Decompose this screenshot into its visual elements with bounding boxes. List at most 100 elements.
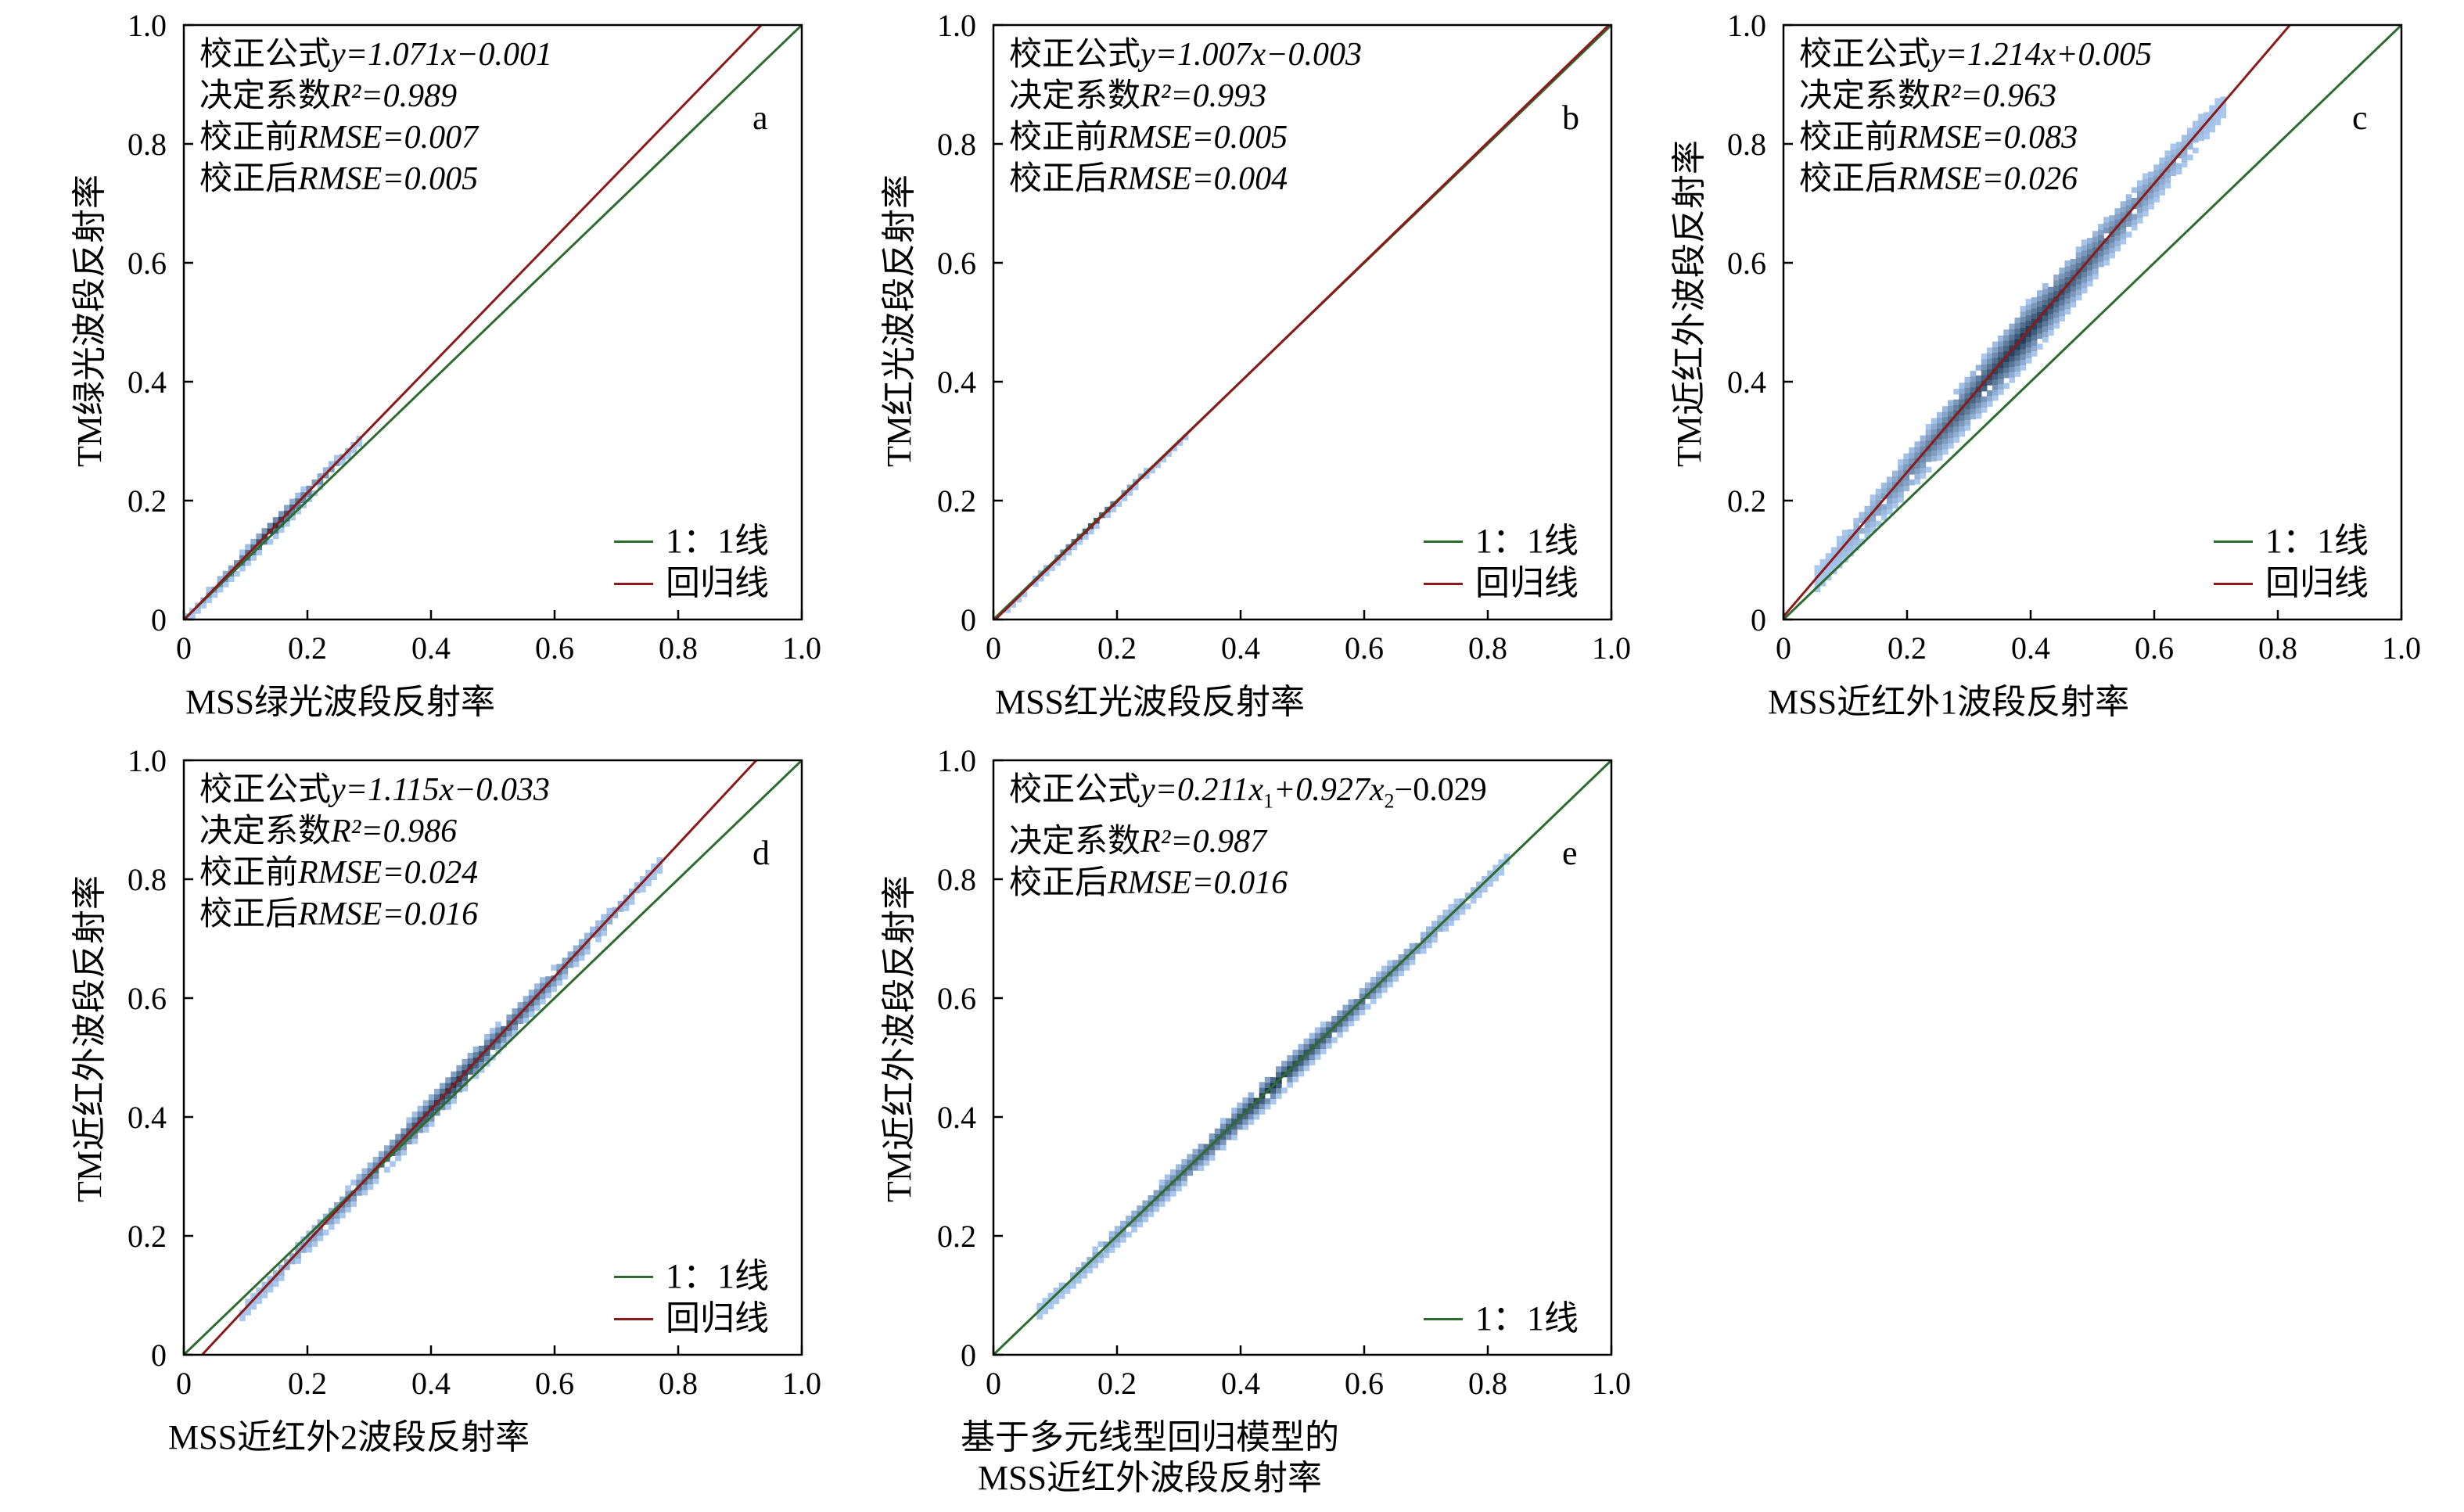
x-tick-label-d-4: 0.8 <box>659 1366 698 1401</box>
density-cell-c-82 <box>1892 487 1898 493</box>
density-cell-c-223 <box>1986 400 1993 408</box>
density-cell-d-260 <box>573 961 580 968</box>
density-cell-c-298 <box>2020 306 2027 312</box>
density-cell-c-531 <box>2170 143 2177 149</box>
density-cell-e-12 <box>1058 1293 1065 1299</box>
density-cell-c-438 <box>2103 254 2110 260</box>
density-cell-c-325 <box>2036 322 2043 329</box>
panel-letter-c: c <box>2352 99 2368 137</box>
density-cell-b-9 <box>1043 570 1050 576</box>
density-cell-c-187 <box>1964 414 1971 420</box>
density-cell-e-184 <box>1281 1087 1288 1094</box>
density-cell-e-199 <box>1292 1049 1299 1056</box>
density-cell-c-236 <box>1992 379 1999 385</box>
density-cell-e-157 <box>1248 1092 1255 1098</box>
density-cell-c-113 <box>1914 447 1921 453</box>
density-cell-e-244 <box>1342 1025 1349 1033</box>
density-cell-d-25 <box>289 1259 296 1265</box>
density-cell-d-7 <box>250 1293 257 1299</box>
density-cell-c-255 <box>2003 382 2010 390</box>
density-cell-c-480 <box>2131 198 2138 204</box>
density-cell-e-152 <box>1248 1119 1255 1125</box>
density-cell-d-142 <box>434 1088 440 1095</box>
density-cell-d-75 <box>361 1184 368 1191</box>
density-cell-d-43 <box>317 1230 324 1236</box>
density-cell-c-88 <box>1898 486 1904 492</box>
density-cell-c-170 <box>1953 415 1959 422</box>
density-cell-c-93 <box>1898 459 1904 465</box>
density-cell-c-257 <box>2003 367 2010 373</box>
density-cell-c-322 <box>2036 343 2043 350</box>
density-cell-c-485 <box>2136 201 2143 208</box>
y-axis-label-d: TM近红外波段反射率 <box>70 875 109 1202</box>
density-cell-e-26 <box>1087 1267 1093 1273</box>
density-cell-d-4 <box>245 1298 251 1305</box>
x-axis-label-b: MSS红光波段反射率 <box>994 683 1306 721</box>
density-cell-d-286 <box>612 907 619 913</box>
density-cell-d-254 <box>562 968 569 975</box>
density-cell-c-320 <box>2031 302 2038 309</box>
density-cell-c-37 <box>1853 544 1859 551</box>
density-cell-c-356 <box>2053 301 2060 307</box>
density-cell-e-356 <box>1503 853 1510 860</box>
density-cell-c-276 <box>2014 371 2021 377</box>
density-cell-e-99 <box>1187 1169 1193 1176</box>
density-cell-e-39 <box>1108 1247 1115 1253</box>
density-cell-e-196 <box>1292 1065 1299 1072</box>
density-cell-c-19 <box>1830 547 1837 553</box>
y-tick-label-e-3: 0.6 <box>937 981 976 1016</box>
density-cell-c-286 <box>2014 318 2021 324</box>
density-cell-d-16 <box>267 1276 274 1282</box>
density-cell-e-247 <box>1342 1010 1349 1016</box>
density-cell-d-191 <box>483 1034 490 1040</box>
density-cell-c-122 <box>1920 435 1927 441</box>
density-cell-c-381 <box>2064 260 2071 267</box>
density-cell-a-76 <box>317 479 324 485</box>
density-cell-e-214 <box>1309 1049 1316 1055</box>
density-cell-e-117 <box>1209 1149 1216 1155</box>
density-cell-e-236 <box>1331 1026 1338 1033</box>
density-cell-d-171 <box>467 1068 474 1075</box>
density-cell-c-44 <box>1859 528 1866 534</box>
density-cell-c-21 <box>1836 557 1843 563</box>
density-cell-c-401 <box>2081 287 2088 294</box>
density-cell-a-67 <box>300 497 307 503</box>
density-cell-a-39 <box>256 533 263 540</box>
density-cell-d-202 <box>495 1022 501 1028</box>
rmse-after-text-e: 校正后RMSE=0.016 <box>1009 865 1288 902</box>
density-cell-c-417 <box>2086 248 2093 255</box>
density-cell-c-225 <box>1986 390 1993 397</box>
density-cell-c-412 <box>2086 275 2093 282</box>
x-tick-label-e-0: 0 <box>986 1366 1001 1401</box>
density-cell-e-241 <box>1337 1021 1343 1027</box>
density-cell-d-284 <box>606 907 613 914</box>
density-cell-c-145 <box>1936 422 1943 429</box>
density-cell-c-541 <box>2181 140 2188 146</box>
density-cell-e-302 <box>1409 943 1416 950</box>
density-cell-c-118 <box>1920 457 1927 463</box>
legend-swatch-regression-a <box>614 582 653 585</box>
density-cell-c-46 <box>1859 512 1866 518</box>
density-cell-d-263 <box>573 945 580 951</box>
density-cell-e-218 <box>1314 1054 1321 1060</box>
density-cell-c-436 <box>2098 224 2104 230</box>
density-cell-d-219 <box>517 1007 524 1014</box>
density-cell-d-91 <box>378 1151 385 1157</box>
density-cell-d-57 <box>339 1212 346 1219</box>
density-cell-d-137 <box>428 1094 435 1101</box>
density-cell-e-67 <box>1148 1205 1155 1212</box>
density-cell-b-18 <box>1071 544 1078 551</box>
density-cell-e-107 <box>1198 1165 1205 1171</box>
density-cell-c-537 <box>2181 161 2188 167</box>
density-cell-d-179 <box>472 1051 480 1058</box>
density-cell-e-171 <box>1264 1082 1271 1088</box>
density-cell-e-75 <box>1158 1195 1166 1201</box>
density-cell-d-15 <box>267 1281 274 1288</box>
density-cell-e-338 <box>1470 892 1477 899</box>
density-cell-a-4 <box>195 608 201 614</box>
density-cell-c-102 <box>1909 469 1916 475</box>
density-cell-e-224 <box>1320 1048 1327 1054</box>
density-cell-a-28 <box>245 560 251 566</box>
density-cell-c-193 <box>1964 382 1971 388</box>
density-cell-c-378 <box>2064 276 2071 282</box>
